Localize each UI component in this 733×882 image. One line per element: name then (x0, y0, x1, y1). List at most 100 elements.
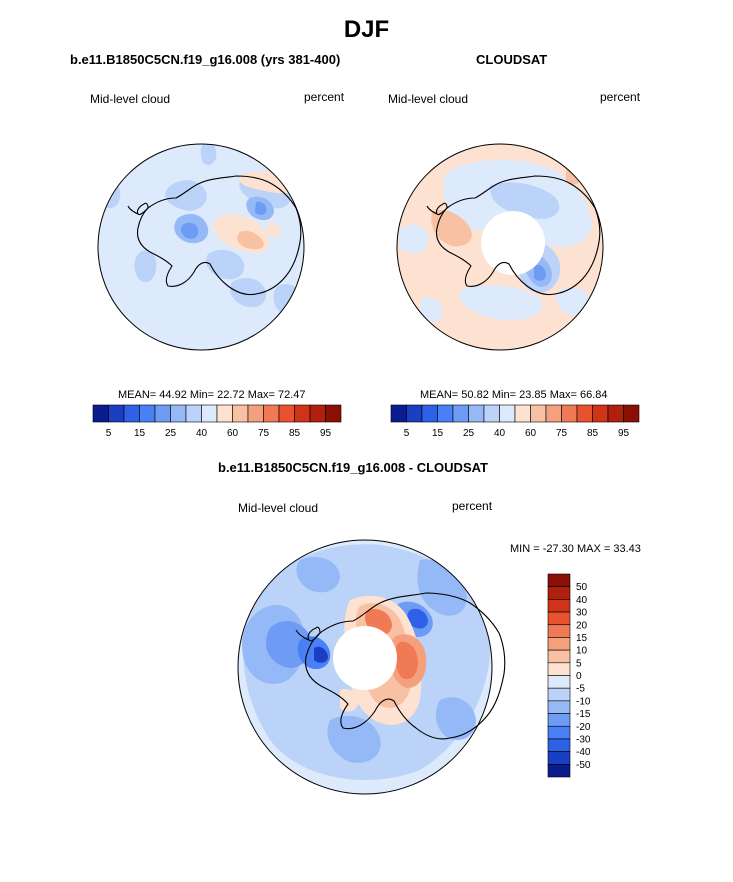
colorbar-1-tick-label: 85 (289, 428, 301, 439)
colorbar-3-swatch (547, 624, 571, 638)
colorbar-2: 5 15 25 40 60 75 85 95 (390, 404, 640, 439)
panel-2-min-label: Min= (491, 389, 517, 401)
colorbar-1-tick-label: 5 (106, 428, 112, 439)
map-2-coastline (426, 175, 601, 296)
colorbar-2-tick-label: 75 (556, 428, 568, 439)
map-2-blob (459, 285, 543, 321)
colorbar-3-tick-label: 40 (576, 595, 588, 606)
colorbar-2-tick-label: 95 (618, 428, 630, 439)
map-3-blob (407, 608, 428, 629)
colorbar-2-swatch (576, 404, 593, 423)
colorbar-3-tick-label: 50 (576, 582, 588, 593)
colorbar-2-swatch (592, 404, 609, 423)
colorbar-2-tick-label: 60 (525, 428, 537, 439)
map-3-missing-pole (333, 626, 397, 690)
map-3-blob (327, 715, 381, 763)
colorbar-3-tick-label: -10 (576, 696, 591, 707)
map-1-blob (134, 250, 157, 283)
panel-3-min-value: -27.30 (542, 543, 574, 555)
colorbar-1-swatch (247, 404, 264, 423)
colorbar-2-swatch (406, 404, 423, 423)
map-1-coastline (127, 175, 302, 296)
colorbar-2-swatch (499, 404, 516, 423)
colorbar-1-swatch (185, 404, 202, 423)
map-1-blob (267, 221, 281, 237)
map-1-field (103, 144, 304, 315)
panel-1-max-label: Max= (247, 389, 275, 401)
colorbar-3-swatch (547, 649, 571, 664)
colorbar-1-swatch (325, 404, 342, 423)
panel-3-title: b.e11.B1850C5CN.f19_g16.008 - CLOUDSAT (218, 460, 488, 475)
panel-2-max-value: 66.84 (579, 389, 608, 401)
colorbar-1-swatch (108, 404, 125, 423)
colorbar-1-swatch (170, 404, 187, 423)
map-1-blob (165, 180, 207, 211)
colorbar-3-tick-label: -50 (576, 760, 591, 771)
map-1-border (97, 143, 305, 351)
map-3 (237, 539, 506, 795)
map-1-blob (255, 201, 267, 215)
colorbar-3-tick-label: 20 (576, 620, 588, 631)
colorbar-3-swatch (547, 751, 571, 765)
colorbar-1-swatch (294, 404, 311, 423)
colorbar-3-swatch (547, 662, 571, 676)
colorbar-1-swatch (139, 404, 156, 423)
colorbar-2-swatch (545, 404, 562, 423)
colorbar-1-swatch (201, 404, 218, 423)
colorbar-1-swatch (263, 404, 280, 423)
colorbar-2-swatch (530, 404, 547, 423)
colorbar-3-swatch (547, 764, 571, 778)
panel-1-mean-value: 44.92 (159, 389, 187, 401)
colorbar-1-tick-label: 60 (227, 428, 239, 439)
colorbar-1-swatch (278, 404, 295, 423)
panel-2-max-label: Max= (549, 389, 577, 401)
colorbar-1-tick-label: 15 (134, 428, 146, 439)
panel-2-min-value: 23.85 (519, 389, 547, 401)
map-2-blob (489, 182, 560, 219)
map-2-blob (534, 264, 546, 281)
colorbar-2-swatch (452, 404, 469, 423)
colorbar-2-tick-label: 5 (404, 428, 410, 439)
panel-2-left-label: Mid-level cloud (388, 92, 469, 106)
colorbar-1: 5 15 25 40 60 75 85 95 (92, 404, 342, 439)
panel-1-mean-label: MEAN= (118, 389, 157, 401)
colorbar-2-tick-label: 40 (494, 428, 506, 439)
panel-1-right-label: percent (304, 90, 345, 104)
map-1-blob (237, 230, 264, 250)
panel-3-max-label: MAX = (576, 543, 611, 555)
colorbar-2-tick-label: 15 (432, 428, 444, 439)
colorbar-3-tick-label: -5 (576, 684, 585, 695)
colorbar-2-swatch (421, 404, 438, 423)
map-1-blob (181, 222, 199, 239)
panel-1-left-label: Mid-level cloud (90, 92, 171, 106)
colorbar-1-swatch (216, 404, 233, 423)
colorbar-3-swatch (547, 675, 571, 689)
map-2-field (398, 159, 592, 323)
map-2-blob (420, 297, 443, 323)
map-3-blob (340, 688, 359, 712)
colorbar-3-tick-label: -15 (576, 709, 591, 720)
map-3-blob (314, 646, 328, 663)
colorbar-3-tick-label: 30 (576, 608, 588, 619)
colorbar-2-swatch (514, 404, 531, 423)
page-title: DJF (343, 16, 390, 43)
colorbar-2-swatch (623, 404, 640, 423)
map-1-blob (205, 249, 245, 280)
colorbar-3-swatch (547, 687, 571, 702)
colorbar-1-tick-label: 95 (320, 428, 332, 439)
colorbar-3-swatch (547, 713, 571, 727)
panel-3-left-label: Mid-level cloud (238, 501, 319, 515)
map-1-blob (200, 144, 217, 165)
colorbar-3-swatch (547, 586, 571, 600)
colorbar-3-swatch (547, 599, 571, 613)
colorbar-2-swatch (437, 404, 454, 423)
map-2-blob (398, 224, 429, 254)
colorbar-3-tick-label: 10 (576, 646, 588, 657)
panel-1-title: b.e11.B1850C5CN.f19_g16.008 (yrs 381-400… (70, 52, 341, 67)
colorbar-3-tick-label: 0 (576, 671, 582, 682)
colorbar-2-swatch (561, 404, 578, 423)
colorbar-3-tick-label: 5 (576, 658, 582, 669)
colorbar-2-swatch (468, 404, 485, 423)
